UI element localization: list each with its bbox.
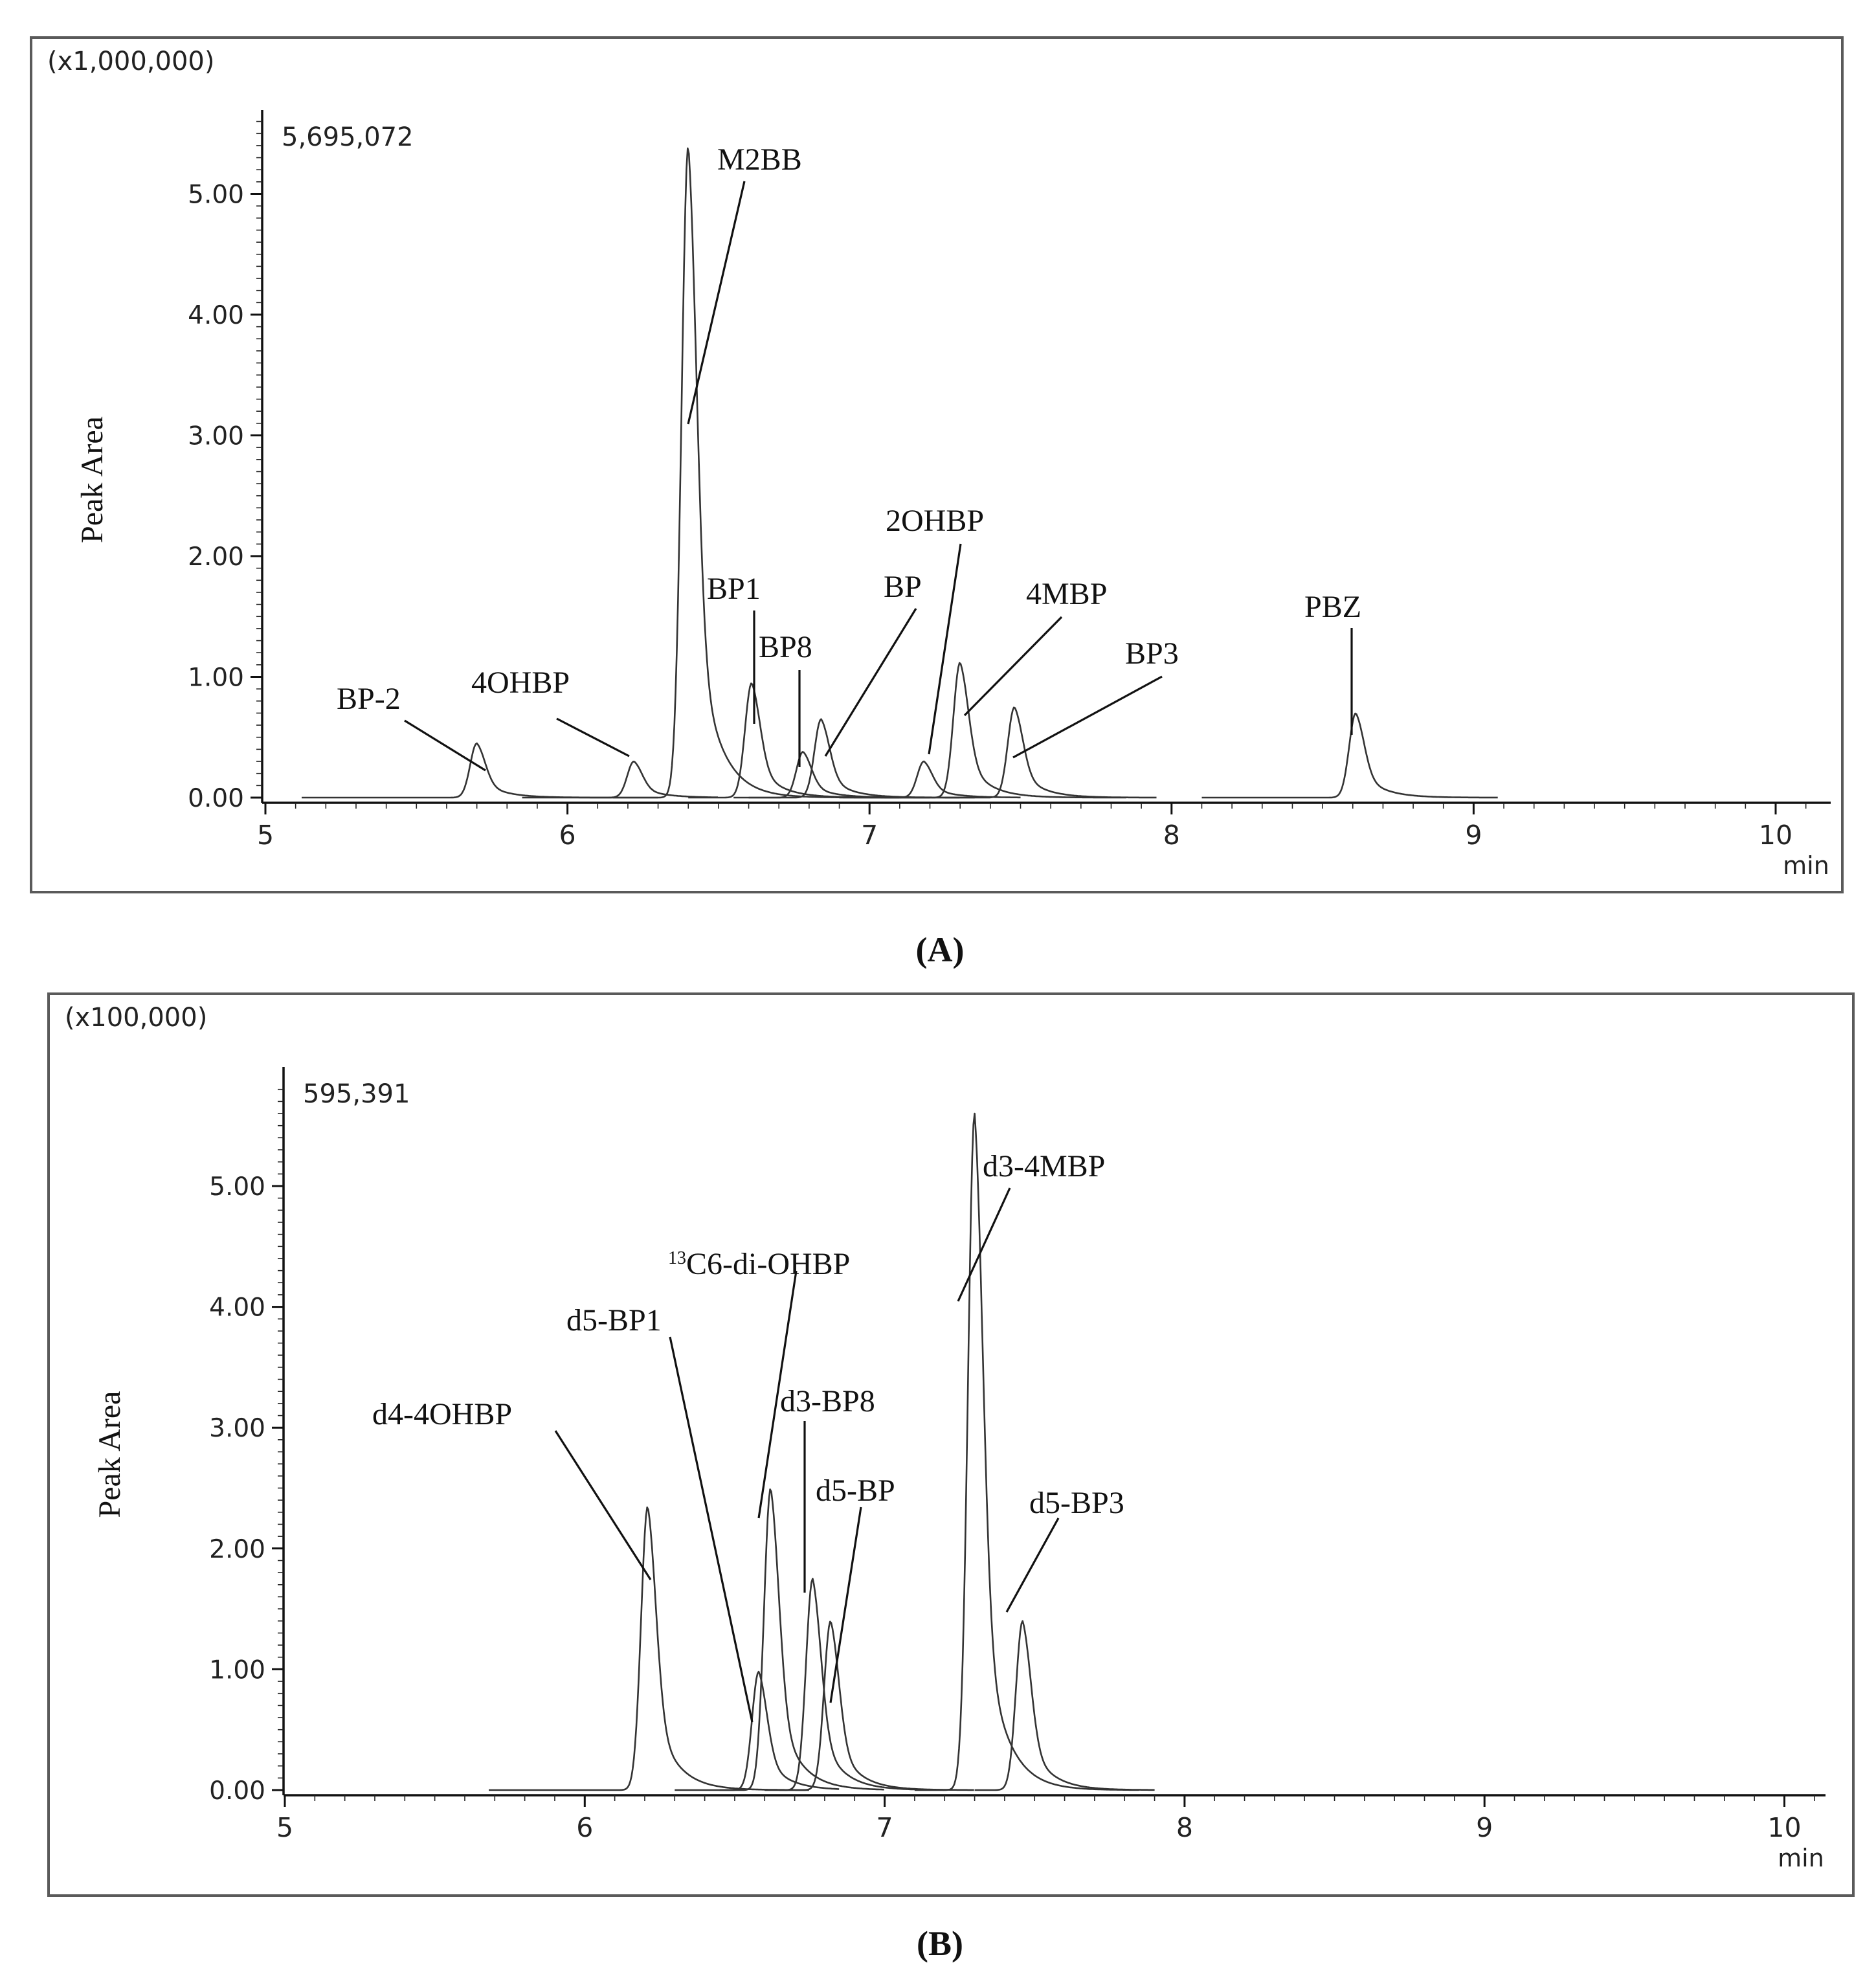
x-tick-label: 7: [861, 820, 878, 851]
peak-label-main: C6-di-OHBP: [686, 1247, 850, 1281]
trace-d5-bp3: [974, 1620, 1155, 1791]
peak-label-4ohbp: 4OHBP: [471, 666, 570, 700]
peak-label-d5-bp3: d5-BP3: [1029, 1486, 1124, 1520]
x-tick-label: 10: [1759, 820, 1792, 851]
x-tick-label: 6: [576, 1812, 593, 1843]
leader-line-4ohbp: [556, 717, 630, 757]
leader-line-d5-bp1: [669, 1336, 754, 1723]
peak-label-4mbp: 4MBP: [1026, 577, 1107, 611]
peak-label-2ohbp: 2OHBP: [886, 504, 984, 538]
y-tick-label: 3.00: [188, 422, 244, 451]
peak-label-bp1: BP1: [707, 572, 761, 606]
leader-line-d5-bp: [829, 1507, 862, 1703]
peak-label-superscript: 13: [668, 1248, 686, 1268]
panel-caption-a: (A): [916, 930, 965, 969]
y-tick-label: 1.00: [209, 1655, 265, 1685]
y-tick-label: 5.00: [209, 1172, 265, 1202]
leader-line-d4-4ohbp: [554, 1430, 652, 1580]
trace-4mbp: [884, 662, 1126, 799]
x-tick-label: 8: [1176, 1812, 1193, 1843]
leader-line-4mbp: [963, 616, 1063, 717]
x-tick-label: 7: [877, 1812, 893, 1843]
trace-2ohbp: [839, 760, 1021, 799]
peak-label-d4-4ohbp: d4-4OHBP: [372, 1397, 512, 1431]
y-tick-label: 5.00: [188, 181, 244, 210]
peak-label-m2bb: M2BB: [717, 142, 802, 177]
y-axis-label: Peak Area: [93, 1391, 127, 1518]
y-tick-label: 3.00: [209, 1414, 265, 1443]
trace-d5-bp: [779, 1620, 974, 1791]
max-intensity-label: 5,695,072: [282, 122, 414, 152]
leader-line-13c6-di-ohbp: [757, 1270, 798, 1519]
peak-label-d3-4mbp: d3-4MBP: [983, 1149, 1105, 1183]
x-tick-label: 8: [1163, 820, 1180, 851]
scale-label: (x1,000,000): [47, 47, 214, 76]
trace-bp3: [944, 706, 1157, 799]
leader-line-bp: [824, 608, 917, 757]
trace-d3-bp8: [765, 1578, 945, 1791]
x-tick-label: 9: [1465, 820, 1482, 851]
leader-line-bp-2: [404, 719, 486, 772]
x-tick-label: 9: [1476, 1812, 1493, 1843]
y-tick-label: 2.00: [188, 543, 244, 572]
x-tick-label: 5: [257, 820, 274, 851]
trace-bp-2: [302, 742, 658, 799]
chart-frame: [30, 36, 1844, 893]
peak-label-d5-bp: d5-BP: [816, 1473, 895, 1508]
x-tick-label: 5: [276, 1812, 293, 1843]
scale-label: (x100,000): [65, 1003, 207, 1033]
trace-4ohbp: [522, 761, 718, 799]
trace-d5-bp1: [675, 1670, 840, 1791]
trace-bp: [748, 718, 975, 799]
leader-line-bp3: [1012, 675, 1163, 759]
y-tick-label: 1.00: [188, 664, 244, 693]
peak-label-d5-bp1: d5-BP1: [566, 1303, 662, 1338]
y-tick-label: 0.00: [209, 1776, 265, 1806]
peak-label-pbz: PBZ: [1304, 590, 1361, 624]
peak-label-bp-2: BP-2: [337, 682, 401, 716]
chart-frame: [47, 992, 1855, 1897]
x-tick-label: 10: [1767, 1812, 1801, 1843]
leader-line-m2bb: [687, 181, 746, 425]
trace-bp8: [733, 751, 960, 799]
y-tick-label: 4.00: [188, 301, 244, 330]
peak-label-bp8: BP8: [759, 630, 812, 664]
panel-caption-b: (B): [917, 1924, 963, 1963]
y-tick-label: 2.00: [209, 1535, 265, 1564]
x-tick-label: 6: [559, 820, 576, 851]
peak-label-bp: BP: [884, 570, 922, 604]
trace-pbz: [1201, 712, 1498, 799]
x-axis-label: min: [1783, 851, 1829, 880]
leader-line-2ohbp: [928, 543, 962, 755]
trace-d4-4ohbp: [489, 1507, 809, 1791]
trace-d3-4mbp: [914, 1112, 1139, 1791]
leader-line-d3-4mbp: [957, 1187, 1011, 1302]
y-axis-label: Peak Area: [75, 416, 109, 543]
peak-label-d3-bp8: d3-BP8: [780, 1384, 875, 1418]
max-intensity-label: 595,391: [303, 1079, 410, 1109]
x-axis-label: min: [1778, 1844, 1824, 1872]
peak-label-13c6-di-ohbp: 13C6-di-OHBP: [668, 1247, 850, 1281]
y-tick-label: 4.00: [209, 1294, 265, 1323]
y-tick-label: 0.00: [188, 784, 244, 813]
trace-13c6-di-ohbp: [719, 1488, 884, 1791]
peak-label-bp3: BP3: [1125, 636, 1179, 671]
leader-line-d5-bp3: [1005, 1518, 1060, 1613]
